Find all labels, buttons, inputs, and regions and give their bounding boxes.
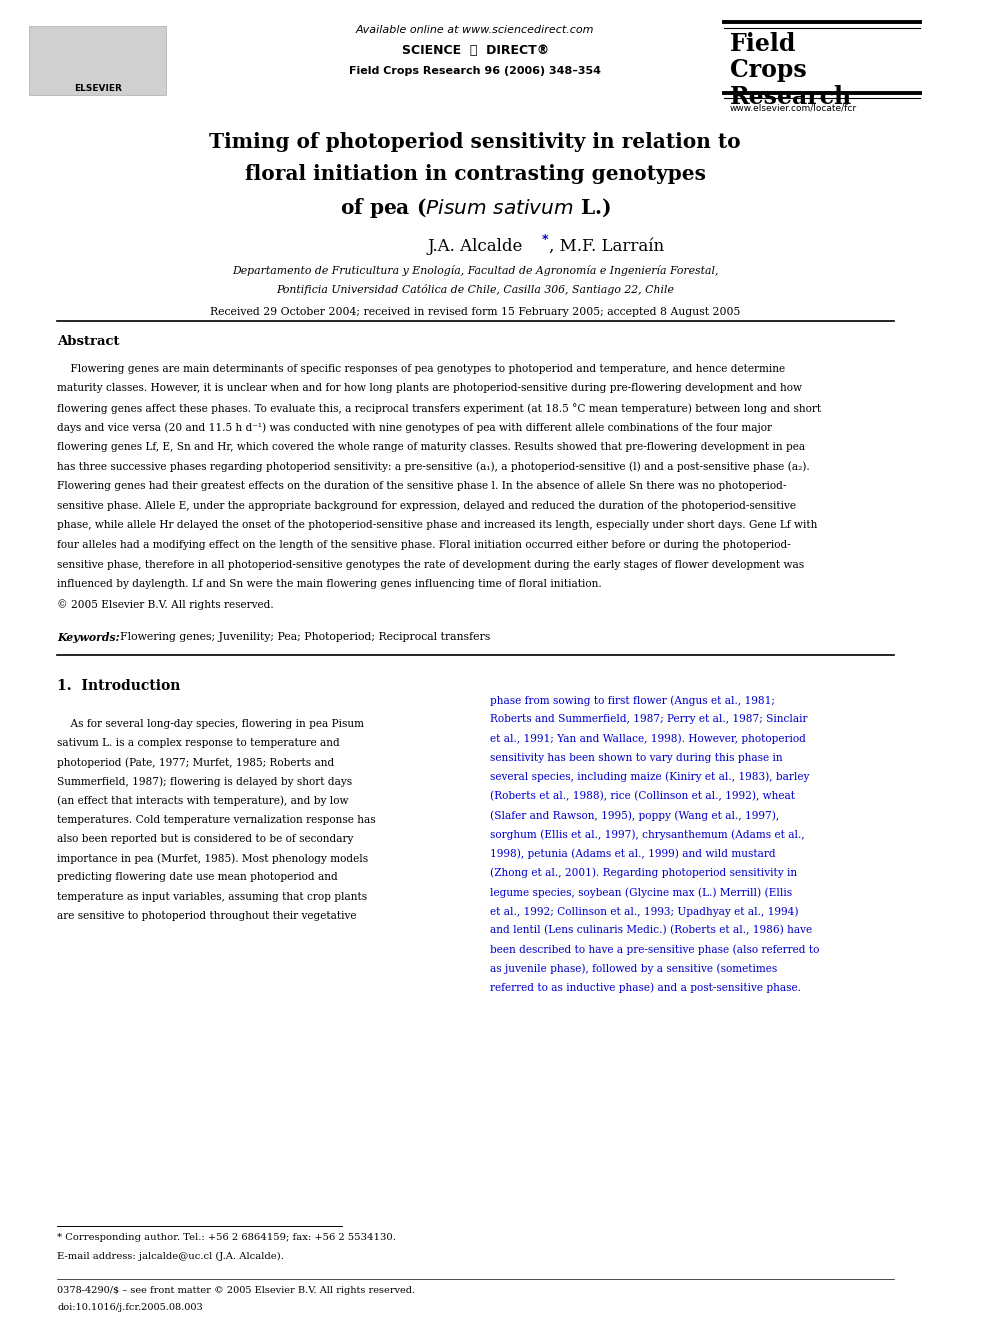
Text: sensitive phase, therefore in all photoperiod-sensitive genotypes the rate of de: sensitive phase, therefore in all photop…: [57, 560, 805, 570]
Text: legume species, soybean (Glycine max (L.) Merrill) (Ellis: legume species, soybean (Glycine max (L.…: [489, 886, 792, 897]
Text: Flowering genes are main determinants of specific responses of pea genotypes to : Flowering genes are main determinants of…: [57, 364, 785, 374]
Text: ELSEVIER: ELSEVIER: [74, 83, 122, 93]
Text: flowering genes Lf, E, Sn and Hr, which covered the whole range of maturity clas: flowering genes Lf, E, Sn and Hr, which …: [57, 442, 806, 452]
Text: floral initiation in contrasting genotypes: floral initiation in contrasting genotyp…: [245, 164, 705, 184]
Text: Pontificia Universidad Católica de Chile, Casilla 306, Santiago 22, Chile: Pontificia Universidad Católica de Chile…: [277, 284, 675, 295]
Text: maturity classes. However, it is unclear when and for how long plants are photop: maturity classes. However, it is unclear…: [57, 384, 803, 393]
Text: * Corresponding author. Tel.: +56 2 6864159; fax: +56 2 5534130.: * Corresponding author. Tel.: +56 2 6864…: [57, 1233, 396, 1242]
Text: 1998), petunia (Adams et al., 1999) and wild mustard: 1998), petunia (Adams et al., 1999) and …: [489, 848, 775, 859]
Text: E-mail address: jalcalde@uc.cl (J.A. Alcalde).: E-mail address: jalcalde@uc.cl (J.A. Alc…: [57, 1252, 284, 1261]
Text: sensitive phase. Allele E, under the appropriate background for expression, dela: sensitive phase. Allele E, under the app…: [57, 501, 796, 511]
Text: Summerfield, 1987); flowering is delayed by short days: Summerfield, 1987); flowering is delayed…: [57, 777, 352, 787]
Text: doi:10.1016/j.fcr.2005.08.003: doi:10.1016/j.fcr.2005.08.003: [57, 1303, 202, 1312]
Text: temperature as input variables, assuming that crop plants: temperature as input variables, assuming…: [57, 892, 367, 901]
Text: Timing of photoperiod sensitivity in relation to: Timing of photoperiod sensitivity in rel…: [209, 132, 741, 152]
Text: 1.  Introduction: 1. Introduction: [57, 679, 181, 693]
Text: (an effect that interacts with temperature), and by low: (an effect that interacts with temperatu…: [57, 795, 348, 806]
Text: Received 29 October 2004; received in revised form 15 February 2005; accepted 8 : Received 29 October 2004; received in re…: [210, 307, 740, 318]
Text: As for several long-day species, flowering in pea Pisum: As for several long-day species, floweri…: [57, 718, 364, 729]
Text: www.elsevier.com/locate/fcr: www.elsevier.com/locate/fcr: [730, 103, 857, 112]
Text: Flowering genes; Juvenility; Pea; Photoperiod; Reciprocal transfers: Flowering genes; Juvenility; Pea; Photop…: [120, 631, 490, 642]
Text: Keywords:: Keywords:: [57, 631, 123, 643]
Text: days and vice versa (20 and 11.5 h d⁻¹) was conducted with nine genotypes of pea: days and vice versa (20 and 11.5 h d⁻¹) …: [57, 422, 772, 433]
Text: Field: Field: [730, 32, 797, 56]
Text: Field Crops Research 96 (2006) 348–354: Field Crops Research 96 (2006) 348–354: [349, 66, 601, 77]
Text: Research: Research: [730, 85, 852, 108]
Text: as juvenile phase), followed by a sensitive (sometimes: as juvenile phase), followed by a sensit…: [489, 963, 777, 974]
Text: importance in pea (Murfet, 1985). Most phenology models: importance in pea (Murfet, 1985). Most p…: [57, 853, 368, 864]
Text: temperatures. Cold temperature vernalization response has: temperatures. Cold temperature vernaliza…: [57, 815, 376, 824]
Text: photoperiod (Pate, 1977; Murfet, 1985; Roberts and: photoperiod (Pate, 1977; Murfet, 1985; R…: [57, 757, 334, 767]
Text: also been reported but is considered to be of secondary: also been reported but is considered to …: [57, 833, 353, 844]
Text: Crops: Crops: [730, 58, 806, 82]
Text: of pea ($\mathbf{\mathit{Pisum\ sativum}}$ L.): of pea ($\mathbf{\mathit{Pisum\ sativum}…: [340, 196, 611, 220]
Text: sativum L. is a complex response to temperature and: sativum L. is a complex response to temp…: [57, 738, 340, 747]
Text: been described to have a pre-sensitive phase (also referred to: been described to have a pre-sensitive p…: [489, 945, 819, 955]
Text: four alleles had a modifying effect on the length of the sensitive phase. Floral: four alleles had a modifying effect on t…: [57, 540, 791, 550]
Text: et al., 1992; Collinson et al., 1993; Upadhyay et al., 1994): et al., 1992; Collinson et al., 1993; Up…: [489, 906, 798, 917]
Text: Abstract: Abstract: [57, 335, 119, 348]
Text: phase, while allele Hr delayed the onset of the photoperiod-sensitive phase and : phase, while allele Hr delayed the onset…: [57, 520, 817, 531]
Text: 0378-4290/$ – see front matter © 2005 Elsevier B.V. All rights reserved.: 0378-4290/$ – see front matter © 2005 El…: [57, 1286, 416, 1295]
Text: referred to as inductive phase) and a post-sensitive phase.: referred to as inductive phase) and a po…: [489, 983, 801, 994]
Text: (Slafer and Rawson, 1995), poppy (Wang et al., 1997),: (Slafer and Rawson, 1995), poppy (Wang e…: [489, 810, 779, 820]
Text: several species, including maize (Kiniry et al., 1983), barley: several species, including maize (Kiniry…: [489, 771, 808, 782]
Text: *: *: [542, 233, 549, 246]
Text: Roberts and Summerfield, 1987; Perry et al., 1987; Sinclair: Roberts and Summerfield, 1987; Perry et …: [489, 714, 807, 724]
Text: sorghum (Ellis et al., 1997), chrysanthemum (Adams et al.,: sorghum (Ellis et al., 1997), chrysanthe…: [489, 830, 805, 840]
Text: SCIENCE  ⓐ  DIRECT®: SCIENCE ⓐ DIRECT®: [402, 44, 549, 57]
Text: flowering genes affect these phases. To evaluate this, a reciprocal transfers ex: flowering genes affect these phases. To …: [57, 404, 821, 414]
Bar: [29, 26, 167, 95]
Text: , M.F. Larraín: , M.F. Larraín: [550, 238, 665, 255]
Text: (Zhong et al., 2001). Regarding photoperiod sensitivity in: (Zhong et al., 2001). Regarding photoper…: [489, 868, 797, 878]
Text: phase from sowing to first flower (Angus et al., 1981;: phase from sowing to first flower (Angus…: [489, 695, 775, 705]
Text: J.A. Alcalde: J.A. Alcalde: [428, 238, 523, 255]
Text: © 2005 Elsevier B.V. All rights reserved.: © 2005 Elsevier B.V. All rights reserved…: [57, 599, 274, 610]
Text: influenced by daylength. Lf and Sn were the main flowering genes influencing tim: influenced by daylength. Lf and Sn were …: [57, 579, 602, 589]
Text: and lentil (Lens culinaris Medic.) (Roberts et al., 1986) have: and lentil (Lens culinaris Medic.) (Robe…: [489, 925, 811, 935]
Text: (Roberts et al., 1988), rice (Collinson et al., 1992), wheat: (Roberts et al., 1988), rice (Collinson …: [489, 791, 795, 802]
Text: et al., 1991; Yan and Wallace, 1998). However, photoperiod: et al., 1991; Yan and Wallace, 1998). Ho…: [489, 733, 806, 744]
Text: has three successive phases regarding photoperiod sensitivity: a pre-sensitive (: has three successive phases regarding ph…: [57, 462, 809, 472]
Text: predicting flowering date use mean photoperiod and: predicting flowering date use mean photo…: [57, 872, 338, 882]
Text: Flowering genes had their greatest effects on the duration of the sensitive phas: Flowering genes had their greatest effec…: [57, 482, 787, 491]
Text: Departamento de Fruticultura y Enología, Facultad de Agronomía e Ingeniería Fore: Departamento de Fruticultura y Enología,…: [232, 265, 718, 275]
Text: are sensitive to photoperiod throughout their vegetative: are sensitive to photoperiod throughout …: [57, 910, 356, 921]
Text: Available online at www.sciencedirect.com: Available online at www.sciencedirect.co…: [356, 25, 594, 36]
Text: sensitivity has been shown to vary during this phase in: sensitivity has been shown to vary durin…: [489, 753, 782, 762]
